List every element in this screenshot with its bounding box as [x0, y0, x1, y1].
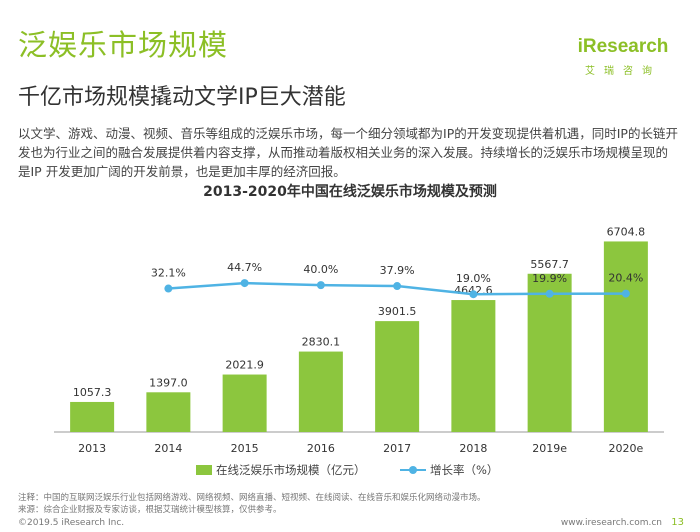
page-title: 泛娱乐市场规模: [18, 28, 229, 62]
note-text: 注释：中国的互联网泛娱乐行业包括网络游戏、网络视频、网络直播、短视频、在线阅读、…: [18, 493, 486, 503]
bar-value-label-2017: 3901.5: [378, 305, 417, 318]
growth-point-2019e: [545, 289, 554, 298]
bar-2017: [375, 321, 420, 432]
bar-2020e: [603, 241, 648, 432]
x-tick-label-2018: 2018: [459, 442, 487, 455]
logo-subtext: 艾瑞咨询: [585, 66, 661, 77]
x-tick-label-2016: 2016: [307, 442, 335, 455]
bar-value-label-2015: 2021.9: [225, 359, 264, 372]
x-tick-label-2013: 2013: [78, 442, 106, 455]
chart: 1057.3 2013 1397.0 2014 2021.9 2015 2830.1 2016…: [54, 225, 664, 455]
logo-text: iResearch: [577, 36, 669, 57]
growth-label-2014: 32.1%: [151, 267, 186, 280]
chart-notes: 注释：中国的互联网泛娱乐行业包括网络游戏、网络视频、网络直播、短视频、在线阅读、…: [18, 492, 486, 516]
growth-label-2015: 44.7%: [227, 261, 262, 274]
x-tick-label-2014: 2014: [154, 442, 182, 455]
growth-point-2015: [240, 279, 249, 288]
bar-value-label-2019e: 5567.7: [530, 258, 569, 271]
x-tick-label-2019e: 2019e: [532, 442, 567, 455]
growth-point-2017: [393, 282, 402, 291]
bar-2018: [451, 300, 496, 432]
legend-bar: 在线泛娱乐市场规模（亿元）: [196, 462, 366, 478]
page-subtitle: 千亿市场规模撬动文学IP巨大潜能: [18, 85, 346, 110]
bar-value-label-2020e: 6704.8: [607, 225, 646, 238]
growth-point-2018: [469, 290, 478, 299]
growth-point-2014: [164, 284, 173, 293]
x-tick-label-2015: 2015: [231, 442, 259, 455]
page-number: 13: [671, 517, 684, 528]
x-tick-label-2017: 2017: [383, 442, 411, 455]
intro-paragraph: 以文学、游戏、动漫、视频、音乐等组成的泛娱乐市场，每一个细分领域都为IP的开发变…: [18, 126, 678, 179]
growth-point-2016: [316, 281, 325, 290]
bar-2019e: [527, 273, 572, 432]
growth-label-2019e: 19.9%: [532, 272, 567, 285]
bar-2014: [146, 392, 191, 432]
growth-label-2017: 37.9%: [380, 264, 415, 277]
growth-label-2020e: 20.4%: [608, 272, 643, 285]
legend-line: 增长率（%）: [400, 462, 498, 478]
legend-line-label: 增长率（%）: [430, 463, 499, 477]
x-tick-label-2020e: 2020e: [608, 442, 643, 455]
growth-label-2016: 40.0%: [303, 263, 338, 276]
source-text: 来源：综合企业财报及专家访谈，根据艾瑞统计模型核算，仅供参考。: [18, 505, 282, 515]
bar-2015: [222, 374, 267, 432]
bar-value-label-2016: 2830.1: [302, 336, 341, 349]
growth-label-2018: 19.0%: [456, 272, 491, 285]
footer-copyright: ©2019.5 iResearch Inc.: [18, 518, 125, 528]
bar-value-label-2014: 1397.0: [149, 376, 188, 389]
growth-point-2020e: [621, 289, 630, 298]
iresearch-logo: iResearch 艾瑞咨询: [568, 36, 678, 77]
bar-2013: [70, 401, 115, 432]
legend-line-swatch: [400, 465, 426, 475]
chart-title: 2013-2020年中国在线泛娱乐市场规模及预测: [203, 184, 497, 200]
bar-value-label-2013: 1057.3: [73, 386, 112, 399]
legend-bar-swatch: [196, 465, 212, 475]
legend-bar-label: 在线泛娱乐市场规模（亿元）: [216, 463, 366, 477]
footer-website: www.iresearch.com.cn: [560, 518, 662, 528]
bar-2016: [298, 351, 343, 432]
